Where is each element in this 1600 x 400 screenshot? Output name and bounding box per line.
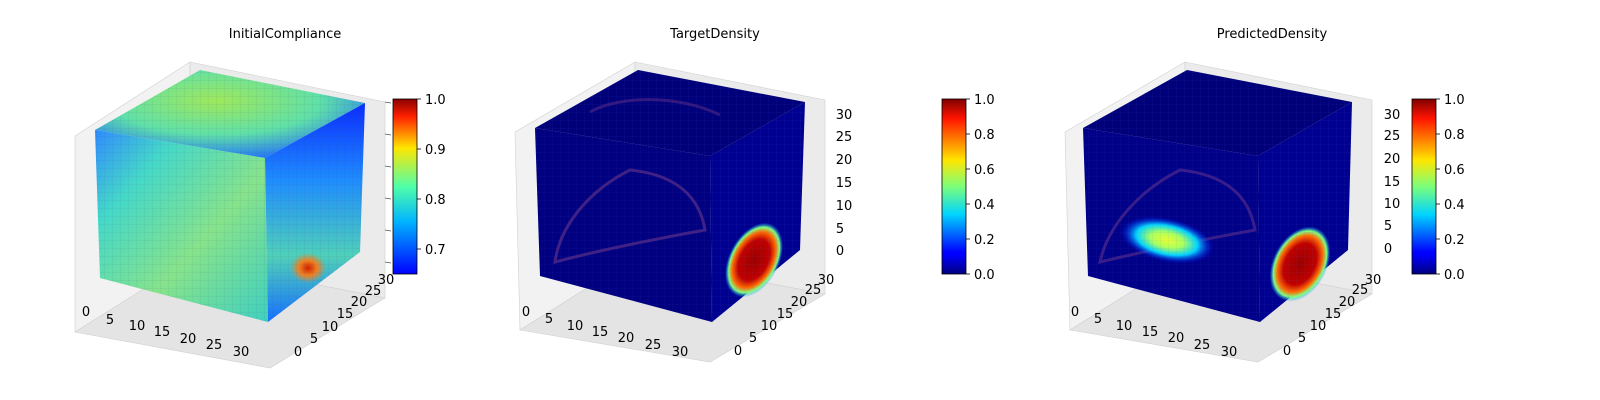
z-tick: 25 bbox=[836, 130, 853, 145]
z-tick: 0 bbox=[836, 244, 844, 259]
y-tick: 30 bbox=[818, 273, 835, 288]
y-tick: 5 bbox=[749, 331, 757, 346]
z-tick: 25 bbox=[1384, 129, 1401, 144]
y-tick: 10 bbox=[1310, 319, 1327, 334]
x-tick-labels: 0 5 10 15 20 25 30 bbox=[1071, 305, 1237, 360]
z-tick-labels: 0 5 10 15 20 25 30 bbox=[836, 108, 853, 259]
x-tick: 5 bbox=[545, 312, 553, 327]
colorbar-tick-label: 0.0 bbox=[1444, 268, 1465, 283]
colorbar-gradient bbox=[941, 98, 967, 275]
x-tick: 10 bbox=[567, 319, 584, 334]
colorbar-tick-label: 1.0 bbox=[974, 93, 995, 108]
z-tick: 30 bbox=[836, 108, 853, 123]
y-tick: 25 bbox=[805, 283, 822, 298]
x-tick: 0 bbox=[522, 305, 530, 320]
x-tick: 10 bbox=[1116, 319, 1133, 334]
colorbar-tick-label: 0.4 bbox=[974, 198, 995, 213]
colorbar-tick-label: 0.9 bbox=[425, 143, 446, 158]
z-tick: 0 bbox=[1384, 242, 1392, 257]
colorbar-gradient bbox=[392, 98, 418, 275]
y-tick: 10 bbox=[322, 320, 339, 335]
x-tick: 30 bbox=[1221, 345, 1238, 360]
y-tick: 5 bbox=[1298, 331, 1306, 346]
x-tick: 20 bbox=[1168, 331, 1185, 346]
z-tick-marks bbox=[384, 101, 392, 264]
colorbar-tick-label: 0.8 bbox=[974, 128, 995, 143]
y-tick: 15 bbox=[337, 307, 354, 322]
colorbar-tick-label: 0.2 bbox=[974, 233, 995, 248]
colorbar-tick-label: 0.0 bbox=[974, 268, 995, 283]
x-tick: 10 bbox=[129, 319, 146, 334]
panel-predicted-density: PredictedDensity 0 5 10 15 20 25 30 0 5 … bbox=[1064, 27, 1465, 363]
colorbar-ticks: 0.0 0.2 0.4 0.6 0.8 1.0 bbox=[1436, 93, 1465, 283]
y-tick: 5 bbox=[310, 332, 318, 347]
colorbar: 0.7 0.8 0.9 1.0 bbox=[392, 93, 446, 275]
voxel-ghost-structure bbox=[553, 168, 707, 265]
z-tick: 20 bbox=[836, 153, 853, 168]
x-tick: 25 bbox=[645, 338, 662, 353]
x-tick: 25 bbox=[206, 338, 223, 353]
colorbar-ticks: 0.7 0.8 0.9 1.0 bbox=[417, 93, 446, 258]
z-tick: 15 bbox=[1384, 175, 1401, 190]
x-tick: 20 bbox=[180, 332, 197, 347]
y-tick: 30 bbox=[378, 273, 395, 288]
chart-title: InitialCompliance bbox=[229, 27, 342, 42]
panel-initial-compliance: InitialCompliance 0 5 10 15 20 25 30 0 5… bbox=[74, 27, 446, 369]
x-tick-labels: 0 5 10 15 20 25 30 bbox=[82, 305, 249, 360]
chart-title: TargetDensity bbox=[669, 27, 760, 42]
x-tick: 30 bbox=[233, 345, 250, 360]
colorbar-tick-label: 1.0 bbox=[425, 93, 446, 108]
y-tick: 0 bbox=[1283, 344, 1291, 359]
z-tick: 10 bbox=[836, 199, 853, 214]
y-tick: 20 bbox=[351, 295, 368, 310]
x-tick: 25 bbox=[1194, 338, 1211, 353]
y-tick-labels: 0 5 10 15 20 25 30 bbox=[734, 273, 834, 359]
colorbar-tick-label: 1.0 bbox=[1444, 93, 1465, 108]
z-tick: 5 bbox=[1384, 219, 1392, 234]
y-tick: 25 bbox=[365, 284, 382, 299]
x-tick: 15 bbox=[1142, 325, 1159, 340]
y-tick: 25 bbox=[1352, 283, 1369, 298]
x-tick: 5 bbox=[1094, 312, 1102, 327]
colorbar-tick-label: 0.8 bbox=[1444, 128, 1465, 143]
x-tick: 5 bbox=[106, 313, 114, 328]
colorbar-tick-label: 0.8 bbox=[425, 193, 446, 208]
z-tick: 5 bbox=[836, 222, 844, 237]
y-tick: 20 bbox=[1339, 295, 1356, 310]
y-tick: 10 bbox=[761, 319, 778, 334]
x-tick-labels: 0 5 10 15 20 25 30 bbox=[522, 305, 688, 360]
z-tick: 10 bbox=[1384, 197, 1401, 212]
x-tick: 0 bbox=[82, 305, 90, 320]
z-tick: 30 bbox=[1384, 108, 1401, 123]
x-tick: 0 bbox=[1071, 305, 1079, 320]
x-tick: 20 bbox=[618, 331, 635, 346]
colorbar-tick-label: 0.6 bbox=[974, 163, 995, 178]
y-tick: 20 bbox=[791, 295, 808, 310]
x-tick: 15 bbox=[154, 325, 171, 340]
z-tick: 20 bbox=[1384, 152, 1401, 167]
colorbar-tick-label: 0.7 bbox=[425, 243, 446, 258]
y-tick-labels: 0 5 10 15 20 25 30 bbox=[294, 273, 394, 360]
y-tick: 0 bbox=[294, 345, 302, 360]
z-tick-labels: 0 5 10 15 20 25 30 bbox=[1384, 108, 1401, 257]
y-tick: 15 bbox=[777, 307, 794, 322]
colorbar-tick-label: 0.2 bbox=[1444, 233, 1465, 248]
colorbar: 0.0 0.2 0.4 0.6 0.8 1.0 bbox=[941, 93, 995, 283]
chart-title: PredictedDensity bbox=[1217, 27, 1328, 42]
panel-target-density: TargetDensity 0 5 10 15 20 25 30 0 5 10 … bbox=[514, 27, 995, 363]
y-tick-labels: 0 5 10 15 20 25 30 bbox=[1283, 273, 1381, 359]
colorbar-tick-label: 0.6 bbox=[1444, 163, 1465, 178]
x-tick: 30 bbox=[672, 345, 689, 360]
y-tick: 30 bbox=[1365, 273, 1382, 288]
colorbar: 0.0 0.2 0.4 0.6 0.8 1.0 bbox=[1411, 93, 1465, 283]
y-tick: 0 bbox=[734, 344, 742, 359]
colorbar-tick-label: 0.4 bbox=[1444, 198, 1465, 213]
z-tick: 15 bbox=[836, 176, 853, 191]
x-tick: 15 bbox=[592, 325, 609, 340]
y-tick: 15 bbox=[1325, 307, 1342, 322]
colorbar-ticks: 0.0 0.2 0.4 0.6 0.8 1.0 bbox=[966, 93, 995, 283]
colorbar-gradient bbox=[1411, 98, 1437, 275]
